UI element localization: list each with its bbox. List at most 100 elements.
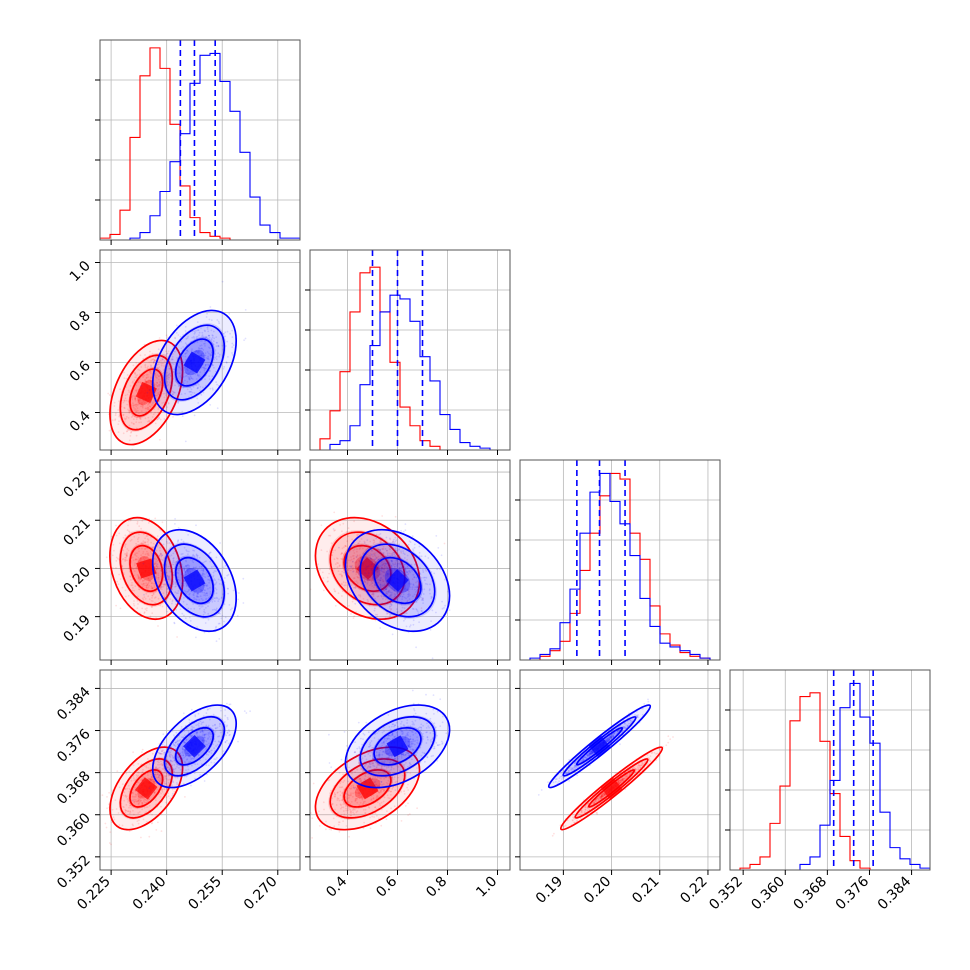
sample-point bbox=[383, 738, 386, 741]
sample-point bbox=[171, 788, 174, 791]
sample-point bbox=[196, 329, 199, 332]
sample-point bbox=[372, 552, 375, 555]
sample-point bbox=[145, 411, 148, 413]
sample-point bbox=[192, 566, 195, 569]
sample-point bbox=[341, 552, 343, 555]
sample-point bbox=[411, 570, 413, 572]
sample-point bbox=[388, 548, 391, 550]
sample-point bbox=[137, 398, 140, 401]
sample-point bbox=[359, 793, 362, 795]
sample-point bbox=[213, 747, 216, 749]
sample-point bbox=[160, 558, 163, 561]
sample-point bbox=[153, 359, 156, 361]
sample-point bbox=[374, 607, 376, 610]
sample-point bbox=[156, 367, 159, 369]
sample-point bbox=[189, 734, 192, 737]
sample-point bbox=[174, 776, 177, 779]
sample-point bbox=[123, 400, 126, 402]
sample-point bbox=[217, 600, 220, 602]
sample-point bbox=[173, 391, 176, 394]
sample-point bbox=[184, 571, 186, 574]
sample-point bbox=[390, 766, 393, 769]
sample-point bbox=[435, 726, 437, 729]
sample-point bbox=[171, 362, 174, 365]
sample-point bbox=[209, 354, 212, 357]
sample-point bbox=[249, 710, 252, 713]
sample-point bbox=[137, 803, 140, 806]
sample-point bbox=[139, 576, 141, 579]
sample-point bbox=[377, 772, 380, 775]
sample-point bbox=[142, 550, 145, 553]
sample-point bbox=[128, 570, 131, 573]
sample-point bbox=[142, 586, 144, 588]
sample-point bbox=[124, 418, 126, 421]
sample-point bbox=[208, 375, 211, 377]
sample-point bbox=[399, 769, 402, 772]
sample-point bbox=[407, 572, 410, 575]
sample-point bbox=[138, 601, 141, 603]
red-density-peak bbox=[135, 381, 157, 404]
sample-point bbox=[351, 568, 354, 571]
sample-point bbox=[135, 434, 138, 437]
sample-point bbox=[172, 757, 175, 760]
sample-point bbox=[178, 767, 180, 769]
sample-point bbox=[354, 602, 357, 605]
sample-point bbox=[206, 743, 208, 746]
sample-point bbox=[183, 596, 185, 599]
sample-point bbox=[211, 600, 214, 603]
sample-point bbox=[403, 585, 406, 588]
sample-point bbox=[353, 813, 355, 815]
sample-point bbox=[181, 564, 183, 566]
sample-point bbox=[237, 598, 240, 601]
sample-point bbox=[333, 795, 336, 798]
sample-point bbox=[213, 366, 215, 369]
sample-point bbox=[117, 557, 119, 560]
sample-point bbox=[193, 594, 195, 596]
sample-point bbox=[415, 746, 418, 749]
sample-point bbox=[397, 556, 399, 558]
sample-point bbox=[352, 570, 355, 572]
sample-point bbox=[135, 800, 137, 803]
sample-point bbox=[363, 576, 366, 579]
sample-point bbox=[373, 609, 376, 612]
sample-point bbox=[188, 390, 191, 393]
sample-point bbox=[400, 568, 402, 571]
sample-point bbox=[356, 801, 359, 804]
sample-point bbox=[380, 568, 383, 571]
sample-point bbox=[141, 542, 144, 545]
sample-point bbox=[155, 565, 158, 567]
sample-point bbox=[169, 564, 172, 567]
sample-point bbox=[348, 787, 351, 790]
sample-point bbox=[356, 534, 358, 537]
sample-point bbox=[156, 384, 159, 387]
sample-point bbox=[167, 795, 170, 798]
sample-point bbox=[147, 543, 150, 546]
sample-point bbox=[301, 547, 303, 549]
sample-point bbox=[195, 732, 198, 734]
sample-point bbox=[412, 608, 415, 610]
sample-point bbox=[151, 597, 153, 599]
sample-point bbox=[356, 533, 359, 535]
sample-point bbox=[155, 562, 157, 565]
sample-point bbox=[204, 576, 207, 579]
sample-point bbox=[203, 369, 206, 372]
sample-point bbox=[126, 430, 129, 432]
sample-point bbox=[403, 793, 406, 795]
sample-point bbox=[134, 554, 137, 556]
sample-point bbox=[141, 748, 144, 751]
sample-point bbox=[134, 553, 136, 556]
sample-point bbox=[408, 744, 411, 746]
sample-point bbox=[184, 375, 187, 378]
sample-point bbox=[338, 831, 341, 833]
sample-point bbox=[219, 729, 222, 732]
sample-point bbox=[161, 358, 164, 361]
sample-point bbox=[344, 796, 347, 799]
sample-point bbox=[355, 580, 358, 583]
sample-point bbox=[193, 554, 195, 557]
sample-point bbox=[185, 769, 187, 772]
sample-point bbox=[166, 575, 169, 577]
sample-point bbox=[386, 600, 389, 603]
sample-point bbox=[181, 748, 184, 750]
sample-point bbox=[183, 748, 186, 751]
sample-point bbox=[165, 772, 168, 775]
